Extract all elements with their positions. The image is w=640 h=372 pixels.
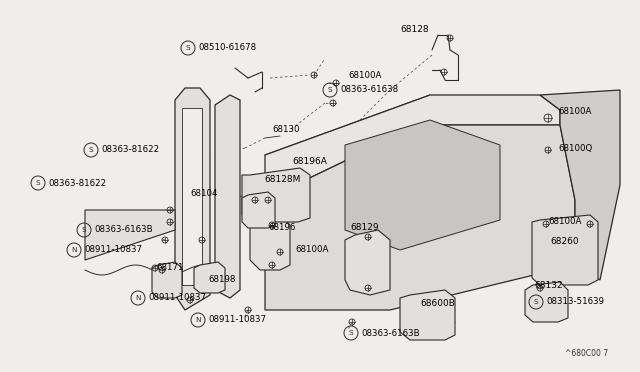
Text: 68129: 68129: [350, 224, 379, 232]
Text: 68100A: 68100A: [548, 218, 581, 227]
Text: 08363-81622: 08363-81622: [48, 179, 106, 187]
Text: S: S: [534, 299, 538, 305]
Text: S: S: [89, 147, 93, 153]
Polygon shape: [265, 95, 560, 185]
Text: 68132: 68132: [534, 282, 563, 291]
Text: 68128M: 68128M: [264, 176, 300, 185]
Text: 68100Q: 68100Q: [558, 144, 592, 153]
Polygon shape: [532, 215, 598, 285]
Text: 68198: 68198: [208, 276, 236, 285]
Text: 68104: 68104: [190, 189, 218, 199]
Polygon shape: [265, 125, 575, 310]
Text: 68196: 68196: [268, 224, 296, 232]
Text: S: S: [328, 87, 332, 93]
Text: S: S: [82, 227, 86, 233]
Text: N: N: [135, 295, 141, 301]
Text: 68130: 68130: [272, 125, 300, 135]
Text: 08363-6163B: 08363-6163B: [94, 225, 152, 234]
Polygon shape: [182, 108, 202, 285]
Text: 68171: 68171: [156, 263, 184, 273]
Text: 68260: 68260: [550, 237, 579, 247]
Polygon shape: [525, 282, 568, 322]
Text: 68196A: 68196A: [292, 157, 327, 167]
Text: 68100A: 68100A: [558, 108, 591, 116]
Text: S: S: [186, 45, 190, 51]
Polygon shape: [215, 95, 240, 298]
Polygon shape: [152, 262, 182, 298]
Text: 08911-10837: 08911-10837: [84, 246, 142, 254]
Polygon shape: [540, 90, 620, 280]
Text: 68100A: 68100A: [348, 71, 381, 80]
Polygon shape: [345, 230, 390, 295]
Text: S: S: [349, 330, 353, 336]
Text: 68100A: 68100A: [295, 246, 328, 254]
Text: 08363-81622: 08363-81622: [101, 145, 159, 154]
Polygon shape: [242, 192, 275, 228]
Text: 08510-61678: 08510-61678: [198, 44, 256, 52]
Polygon shape: [175, 88, 210, 310]
Polygon shape: [85, 210, 175, 260]
Text: N: N: [71, 247, 77, 253]
Polygon shape: [242, 168, 310, 222]
Text: 68128: 68128: [400, 26, 429, 35]
Polygon shape: [400, 290, 455, 340]
Polygon shape: [345, 120, 500, 250]
Polygon shape: [250, 215, 290, 270]
Text: 68600B: 68600B: [420, 299, 455, 308]
Text: 08911-10837: 08911-10837: [148, 294, 206, 302]
Text: ^680C00 7: ^680C00 7: [565, 350, 608, 359]
Polygon shape: [194, 262, 225, 293]
Text: 08363-6163B: 08363-6163B: [361, 328, 420, 337]
Text: 08911-10837: 08911-10837: [208, 315, 266, 324]
Text: 08363-61638: 08363-61638: [340, 86, 398, 94]
Text: N: N: [195, 317, 201, 323]
Text: S: S: [36, 180, 40, 186]
Text: 08313-51639: 08313-51639: [546, 298, 604, 307]
